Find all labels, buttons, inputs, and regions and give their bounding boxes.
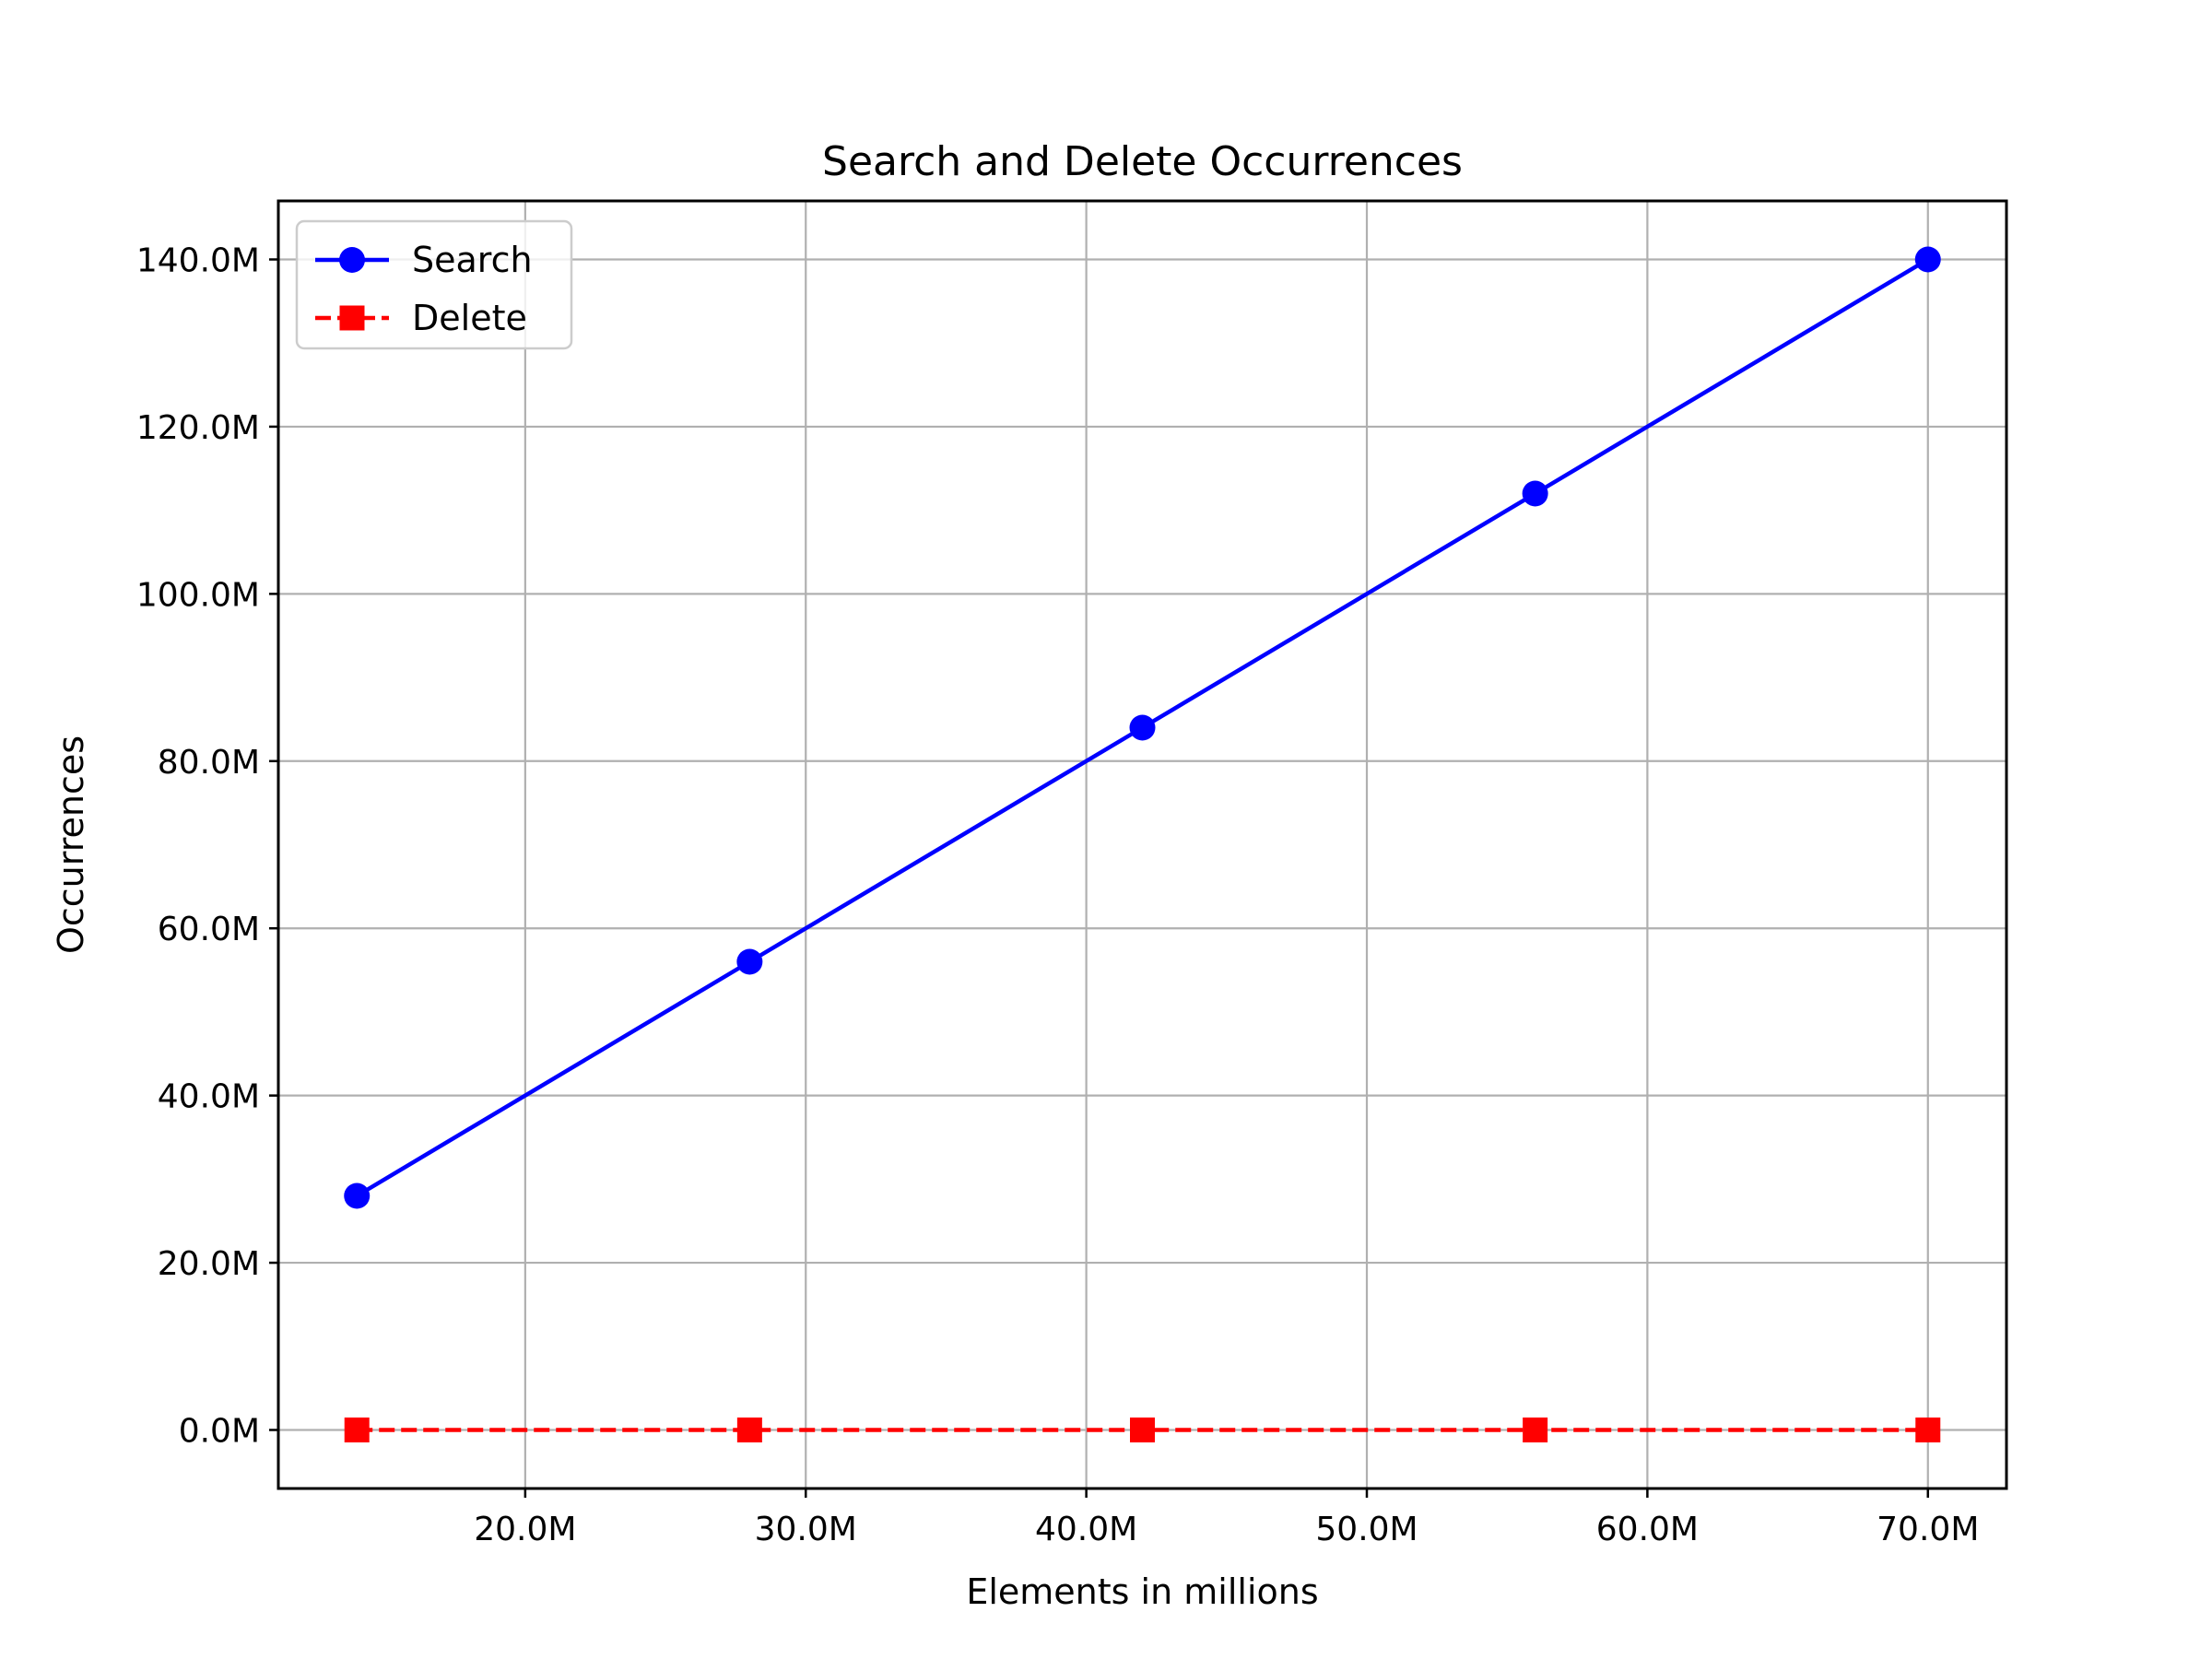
y-tick-label: 0.0M	[179, 1413, 260, 1451]
legend: Search Delete	[295, 219, 573, 350]
y-tick-label: 40.0M	[158, 1078, 260, 1116]
data-point-search	[736, 948, 763, 975]
y-tick-label: 60.0M	[158, 911, 260, 948]
series-layer	[344, 246, 1941, 1442]
x-tick-label: 60.0M	[1596, 1511, 1699, 1548]
x-tick-label: 50.0M	[1315, 1511, 1418, 1548]
y-tick-label: 20.0M	[158, 1245, 260, 1283]
legend-label-search: Search	[412, 240, 533, 280]
y-axis-label: Occurrences	[51, 735, 91, 954]
y-tick-label: 80.0M	[158, 744, 260, 782]
data-point-search	[344, 1182, 371, 1209]
y-tick-label: 140.0M	[136, 242, 260, 280]
x-tick-label: 30.0M	[755, 1511, 857, 1548]
series-delete	[344, 1418, 1941, 1442]
series-search	[344, 246, 1941, 1209]
data-point-delete	[1915, 1418, 1941, 1442]
plot-frame	[276, 199, 2008, 1490]
data-point-delete	[736, 1418, 762, 1442]
chart-title: Search and Delete Occurrences	[822, 138, 1463, 185]
y-tick-label: 120.0M	[136, 409, 260, 447]
axis-ticks: 20.0M 30.0M 40.0M 50.0M 60.0M 70.0M 0.0M 20.0M 4…	[136, 242, 1980, 1549]
data-point-search	[1914, 246, 1941, 273]
data-point-delete	[1523, 1418, 1548, 1442]
x-tick-label: 40.0M	[1035, 1511, 1137, 1548]
legend-item-delete: Delete	[315, 298, 527, 338]
data-point-delete	[1130, 1418, 1155, 1442]
legend-marker-delete	[339, 305, 365, 331]
y-tick-label: 100.0M	[136, 576, 260, 614]
grid	[278, 201, 2006, 1488]
data-point-search	[1522, 480, 1548, 507]
data-point-delete	[344, 1418, 370, 1442]
x-axis-label: Elements in millions	[966, 1571, 1318, 1612]
data-point-search	[1129, 714, 1156, 741]
legend-marker-search	[339, 247, 365, 273]
legend-item-search: Search	[315, 240, 533, 280]
x-tick-label: 70.0M	[1877, 1511, 1979, 1548]
legend-label-delete: Delete	[412, 298, 527, 338]
x-tick-label: 20.0M	[474, 1511, 576, 1548]
